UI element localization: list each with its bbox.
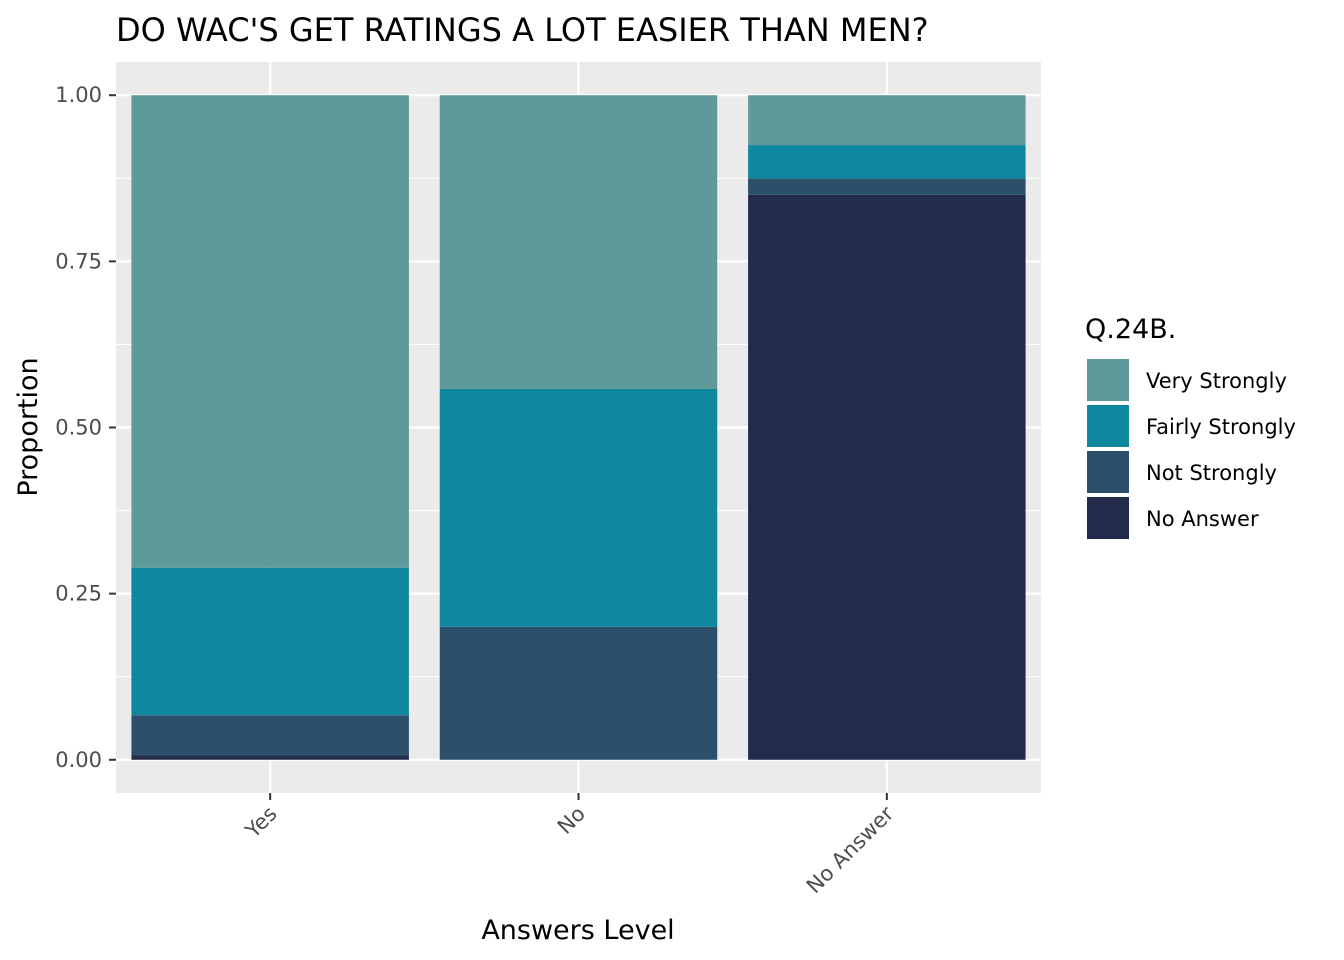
bars xyxy=(131,95,1026,760)
x-tick-label: Yes xyxy=(240,802,282,844)
y-tick-label: 0.25 xyxy=(55,582,102,606)
bar-yes-fairly-strongly xyxy=(131,567,409,716)
y-tick-label: 0.00 xyxy=(55,748,102,772)
bar-yes-not-strongly xyxy=(131,715,409,756)
legend-label: Fairly Strongly xyxy=(1146,415,1296,439)
x-axis: Yes No No Answer xyxy=(240,793,899,898)
legend-swatch xyxy=(1087,405,1129,447)
chart-title: DO WAC'S GET RATINGS A LOT EASIER THAN M… xyxy=(116,11,929,49)
bar-no-fairly-strongly xyxy=(439,388,718,627)
legend-title: Q.24B. xyxy=(1085,314,1176,345)
bar-no-answer-very-strongly xyxy=(748,95,1026,146)
legend-swatch xyxy=(1087,359,1129,401)
legend-label: Not Strongly xyxy=(1146,461,1277,485)
legend-swatch xyxy=(1087,451,1129,493)
legend: Q.24B. Very Strongly Fairly Strongly Not S… xyxy=(1085,314,1296,541)
x-tick-label: No Answer xyxy=(802,801,899,898)
legend-label: Very Strongly xyxy=(1146,369,1287,393)
x-tick-label: No xyxy=(553,802,590,839)
bar-yes-very-strongly xyxy=(131,95,409,568)
y-tick-label: 1.00 xyxy=(55,83,102,107)
y-axis-title: Proportion xyxy=(13,357,44,496)
bar-no-answer-fairly-strongly xyxy=(748,145,1026,179)
y-axis: 0.00 0.25 0.50 0.75 1.00 xyxy=(55,83,116,772)
bar-yes-no-answer xyxy=(131,755,409,760)
bar-no-not-strongly xyxy=(439,626,718,760)
bar-no-very-strongly xyxy=(439,95,718,389)
bar-no-answer-not-strongly xyxy=(748,178,1026,195)
legend-label: No Answer xyxy=(1146,507,1259,531)
bar-no-answer-no-answer xyxy=(748,194,1026,760)
y-tick-label: 0.50 xyxy=(55,416,102,440)
x-axis-title: Answers Level xyxy=(481,915,674,946)
legend-swatch xyxy=(1087,497,1129,539)
y-tick-label: 0.75 xyxy=(55,249,102,273)
